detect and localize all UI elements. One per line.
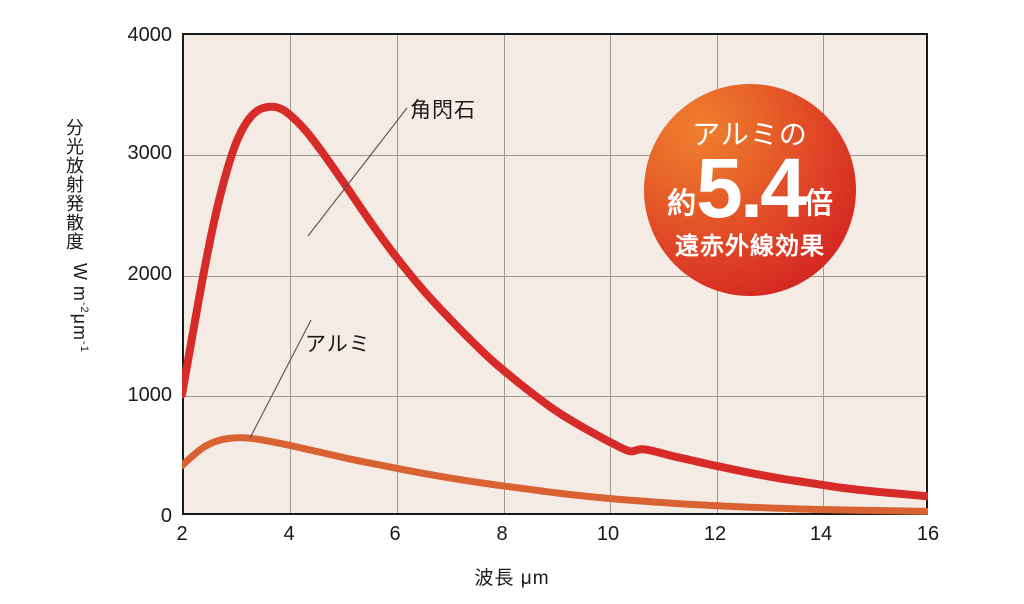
badge-value: 5.4 [696, 141, 807, 236]
y-axis-title: 分光放射発散度 W m-2μm-1 [64, 118, 90, 353]
series-line-kakusenseki [182, 102, 928, 501]
gridline-x-14 [823, 35, 824, 513]
gridline-y-1000 [184, 396, 926, 397]
gridline-x-10 [610, 35, 611, 513]
series-line-arumi [182, 434, 928, 515]
gridline-y-2000 [184, 276, 926, 277]
x-tick-14: 14 [809, 523, 833, 545]
y-tick-3000: 3000 [127, 142, 173, 164]
x-tick-16: 16 [916, 523, 940, 545]
gridline-x-4 [290, 35, 291, 513]
badge-top-text: アルミの [692, 119, 808, 151]
gridline-y-3000 [184, 155, 926, 156]
badge-value-row: 約 5.4 倍 [667, 141, 833, 236]
x-tick-12: 12 [703, 523, 727, 545]
gridline-x-8 [504, 35, 505, 513]
badge-suffix: 倍 [803, 188, 833, 221]
annotation-kakusenseki: 角閃石 [410, 99, 476, 122]
badge-bottom-text: 遠赤外線効果 [675, 232, 825, 260]
series-curves [182, 102, 928, 515]
gridline-x-6 [397, 35, 398, 513]
badge-prefix: 約 [667, 188, 697, 221]
effect-badge: アルミの 約 5.4 倍 遠赤外線効果 [644, 84, 856, 296]
x-tick-4: 4 [283, 523, 295, 545]
leader-line-arumi [249, 319, 312, 439]
x-axis-title: 波長 μm [474, 568, 550, 589]
y-tick-2000: 2000 [127, 263, 173, 285]
y-tick-1000: 1000 [127, 384, 173, 406]
leader-line-kakusenseki [307, 107, 408, 237]
x-tick-2: 2 [176, 523, 188, 545]
y-tick-4000: 4000 [127, 24, 173, 46]
x-tick-8: 8 [496, 523, 508, 545]
x-tick-6: 6 [389, 523, 401, 545]
x-tick-10: 10 [596, 523, 620, 545]
y-axis-title-main: 分光放射発散度 [64, 118, 84, 251]
y-tick-0: 0 [160, 505, 172, 527]
annotation-arumi: アルミ [305, 333, 371, 356]
